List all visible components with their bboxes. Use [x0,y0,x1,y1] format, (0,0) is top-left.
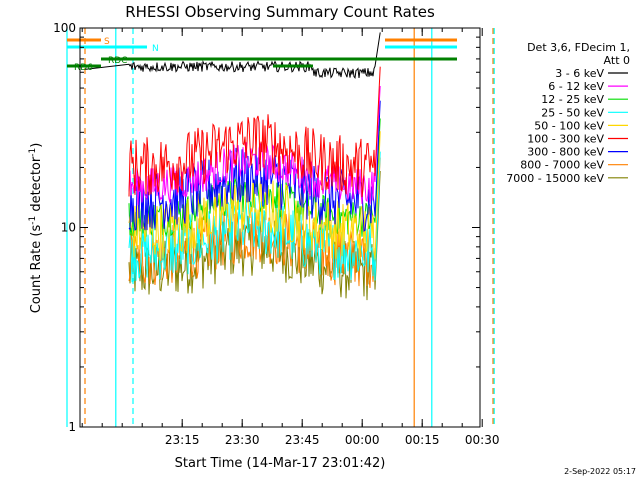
timestamp: 2-Sep-2022 05:17 [564,467,636,476]
series-line [128,66,381,198]
x-tick-label: 23:45 [285,433,320,447]
legend-entry: 50 - 100 keV [534,119,604,132]
legend-entry: 25 - 50 keV [541,106,604,119]
legend-entry: 3 - 6 keV [555,67,604,80]
legend-header: Det 3,6, FDecim 1, [527,41,630,54]
y-tick-label: 100 [53,21,76,35]
x-tick-label: 00:15 [405,433,440,447]
legend-header: Att 0 [604,54,630,67]
legend-entry: 300 - 800 keV [527,146,604,159]
legend-entry: 7000 - 15000 keV [506,172,604,185]
chart-title: RHESSI Observing Summary Count Rates [125,3,435,21]
flag-label: RD6 [74,63,93,73]
series-line [128,151,381,283]
legend-entry: 800 - 7000 keV [520,159,604,172]
legend-entry: 6 - 12 keV [548,80,604,93]
x-tick-label: 23:15 [165,433,200,447]
x-tick-label: 23:30 [225,433,260,447]
flag-label: RDC [108,56,127,66]
flag-label: S [104,37,110,47]
x-axis-label: Start Time (14-Mar-17 23:01:42) [175,456,386,471]
flag-label: N [152,44,159,54]
series-line [128,100,381,232]
x-tick-label: 00:30 [465,433,500,447]
x-tick-label: 00:00 [345,433,380,447]
y-tick-label: 1 [68,420,76,434]
y-axis-label: Count Rate (s-1 detector-1) [28,143,44,314]
y-tick-label: 10 [61,221,76,235]
series-line [84,32,381,79]
legend-entry: 12 - 25 keV [541,93,604,106]
legend-entry: 100 - 300 keV [527,133,604,146]
